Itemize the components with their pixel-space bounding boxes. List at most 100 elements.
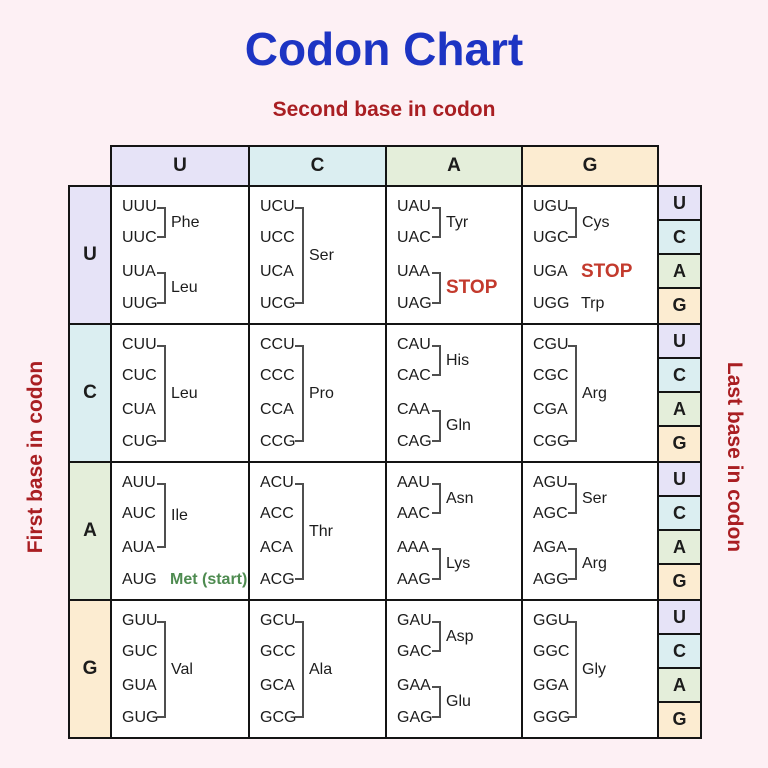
codon-cell-au: AUU AUC AUA AUG Ile Met (start): [110, 461, 250, 601]
codon-group-bracket: [432, 410, 441, 442]
codon-text: UGC: [533, 229, 569, 246]
codon-text: CGC: [533, 367, 569, 384]
last-base-column: U C A G: [657, 599, 702, 739]
codon-text: CAG: [397, 433, 432, 450]
codon-text: AUC: [122, 505, 156, 522]
codon-text: AAU: [397, 474, 430, 491]
codon-text: AUU: [122, 474, 156, 491]
corner-top-right: [658, 146, 701, 186]
amino-acid-label: Leu: [171, 384, 198, 402]
codon-group-bracket: [157, 207, 166, 238]
start-codon-label: Met (start): [170, 571, 248, 588]
last-base-cell-g: G: [659, 703, 700, 737]
last-base-cell-a: A: [659, 393, 700, 427]
codon-text: CCA: [260, 401, 294, 418]
codon-group-bracket: [568, 207, 577, 238]
codon-text: CAC: [397, 367, 431, 384]
codon-text: GGA: [533, 677, 569, 694]
codon-text: UAU: [397, 198, 431, 215]
codon-text: GAC: [397, 643, 432, 660]
codon-group-bracket: [432, 207, 441, 238]
codon-text: CGA: [533, 401, 568, 418]
codon-table: U C A G U UUU UUC UUA UUG Phe Leu UCU UC…: [68, 145, 702, 739]
last-base-column: U C A G: [657, 185, 702, 325]
codon-group-bracket: [432, 621, 441, 652]
codon-text: UAA: [397, 263, 430, 280]
codon-group-bracket: [568, 621, 577, 718]
amino-acid-label: Arg: [582, 555, 607, 572]
stop-codon-label: STOP: [446, 277, 498, 298]
codon-text: UCC: [260, 229, 295, 246]
codon-text: GUG: [122, 709, 159, 726]
codon-group-bracket: [157, 483, 166, 548]
corner-top-left: [69, 146, 111, 186]
codon-cell-gc: GCU GCC GCA GCG Ala: [248, 599, 387, 739]
codon-text: UGU: [533, 198, 569, 215]
last-base-cell-u: U: [659, 601, 700, 635]
last-base-cell-c: C: [659, 359, 700, 393]
codon-text: ACA: [260, 539, 293, 556]
codon-text: GGC: [533, 643, 570, 660]
last-base-cell-a: A: [659, 669, 700, 703]
codon-cell-cu: CUU CUC CUA CUG Leu: [110, 323, 250, 463]
column-header-a: A: [385, 145, 523, 187]
amino-acid-label: Phe: [171, 213, 200, 231]
codon-text: UAC: [397, 229, 431, 246]
codon-text: GGG: [533, 709, 571, 726]
amino-acid-label: Ile: [171, 506, 188, 524]
last-base-cell-u: U: [659, 187, 700, 221]
codon-cell-gg: GGU GGC GGA GGG Gly: [521, 599, 659, 739]
codon-text: GCC: [260, 643, 296, 660]
codon-group-bracket: [568, 548, 577, 580]
codon-text: GCG: [260, 709, 297, 726]
codon-cell-ag: AGU AGC AGA AGG Ser Arg: [521, 461, 659, 601]
codon-text: CCG: [260, 433, 296, 450]
codon-text: CUA: [122, 401, 156, 418]
codon-text: AGA: [533, 539, 567, 556]
codon-cell-ac: ACU ACC ACA ACG Thr: [248, 461, 387, 601]
amino-acid-label: Arg: [582, 384, 607, 402]
codon-text: GCU: [260, 612, 296, 629]
amino-acid-label: His: [446, 351, 470, 369]
codon-text: AGG: [533, 571, 569, 588]
codon-text: GUA: [122, 677, 157, 694]
codon-cell-cc: CCU CCC CCA CCG Pro: [248, 323, 387, 463]
amino-acid-label: Ser: [309, 246, 334, 264]
codon-text: CCC: [260, 367, 295, 384]
amino-acid-label: Pro: [309, 384, 334, 402]
column-header-u: U: [110, 145, 250, 187]
codon-text: UUA: [122, 263, 156, 280]
last-base-cell-a: A: [659, 255, 700, 289]
codon-group-bracket: [157, 345, 166, 442]
codon-text: CGG: [533, 433, 570, 450]
amino-acid-label: Trp: [581, 295, 605, 312]
amino-acid-label: Asp: [446, 627, 474, 645]
codon-text: CUC: [122, 367, 157, 384]
codon-text: UCA: [260, 263, 294, 280]
codon-group-bracket: [432, 548, 441, 580]
codon-text: AUG: [122, 571, 157, 588]
stop-codon-label: STOP: [581, 261, 633, 282]
codon-group-bracket: [295, 483, 304, 580]
last-base-cell-c: C: [659, 635, 700, 669]
row-header-g: G: [68, 599, 112, 739]
codon-text: AUA: [122, 539, 155, 556]
last-base-label: Last base in codon: [723, 361, 746, 553]
codon-group-bracket: [157, 272, 166, 304]
column-header-g: G: [521, 145, 659, 187]
codon-group-bracket: [568, 483, 577, 514]
page-title: Codon Chart: [244, 23, 524, 75]
last-base-cell-g: G: [659, 565, 700, 599]
codon-text: AAA: [397, 539, 430, 556]
codon-group-bracket: [295, 621, 304, 718]
codon-text: ACG: [260, 571, 295, 588]
last-base-cell-c: C: [659, 221, 700, 255]
codon-cell-uc: UCU UCC UCA UCG Ser: [248, 185, 387, 325]
row-header-c: C: [68, 323, 112, 463]
codon-group-bracket: [295, 345, 304, 442]
column-header-c: C: [248, 145, 387, 187]
codon-cell-ua: UAU UAC UAA UAG Tyr STOP: [385, 185, 523, 325]
last-base-cell-a: A: [659, 531, 700, 565]
codon-cell-ug: UGU UGC UGA UGG Cys STOP Trp: [521, 185, 659, 325]
codon-cell-ca: CAU CAC CAA CAG His Gln: [385, 323, 523, 463]
